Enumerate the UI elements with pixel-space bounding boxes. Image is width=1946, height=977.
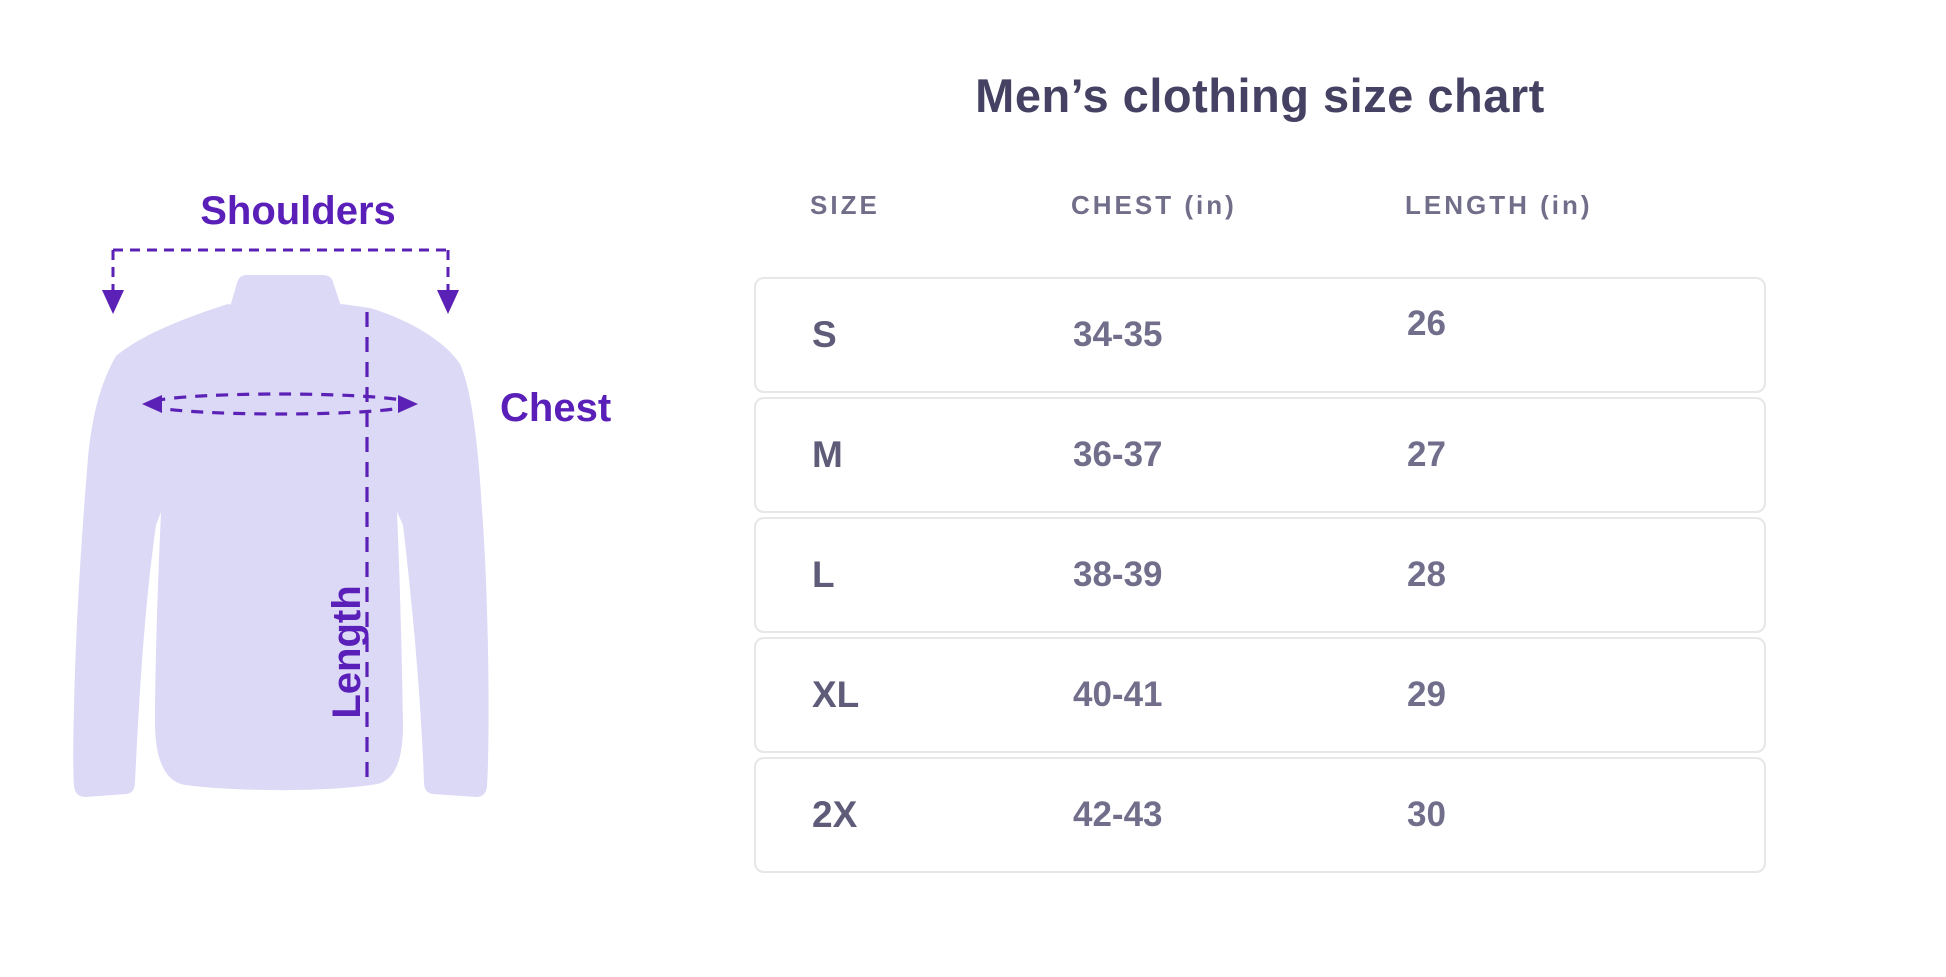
length-cell: 27 (1407, 435, 1446, 474)
size-cell: S (812, 314, 837, 355)
chest-cell: 34-35 (1073, 315, 1163, 354)
down-arrow-icon (437, 290, 459, 314)
page-title: Men’s clothing size chart (975, 69, 1545, 122)
length-cell: 30 (1407, 795, 1446, 834)
measurement-annotations (102, 248, 459, 787)
shirt-body (73, 304, 489, 797)
table-row: S 34-35 26 (754, 277, 1766, 393)
table-row: L 38-39 28 (754, 517, 1766, 633)
shirt-collar (230, 275, 341, 314)
table-body: S 34-35 26 M 36-37 27 L 38-39 28 XL 40-4… (754, 277, 1766, 877)
column-header-chest: CHEST (in) (1071, 190, 1237, 220)
table-row: 2X 42-43 30 (754, 757, 1766, 873)
table-row: XL 40-41 29 (754, 637, 1766, 753)
chest-cell: 38-39 (1073, 555, 1163, 594)
chest-cell: 42-43 (1073, 795, 1163, 834)
length-cell: 28 (1407, 555, 1446, 594)
size-cell: L (812, 554, 835, 595)
length-label: Length (325, 585, 369, 718)
length-cell: 26 (1407, 304, 1446, 343)
chest-cell: 40-41 (1073, 675, 1163, 714)
shoulders-label: Shoulders (200, 189, 396, 233)
size-cell: 2X (812, 794, 858, 835)
chest-label: Chest (500, 386, 611, 430)
table-row: M 36-37 27 (754, 397, 1766, 513)
down-arrow-icon (102, 290, 124, 314)
size-chart-section: Men’s clothing size chart SIZE CHEST (in… (754, 0, 1766, 920)
shirt-back-silhouette (73, 275, 489, 797)
right-arrow-icon (398, 395, 418, 413)
column-header-length: LENGTH (in) (1405, 190, 1593, 220)
length-cell: 29 (1407, 675, 1446, 714)
left-arrow-icon (142, 395, 162, 413)
chest-cell: 36-37 (1073, 435, 1163, 474)
column-header-size: SIZE (810, 190, 880, 220)
size-cell: M (812, 434, 843, 475)
table-header-row: SIZE CHEST (in) LENGTH (in) (754, 190, 1766, 220)
size-cell: XL (812, 674, 860, 715)
shirt-measurement-diagram: Shoulders Chest Length (73, 189, 611, 797)
